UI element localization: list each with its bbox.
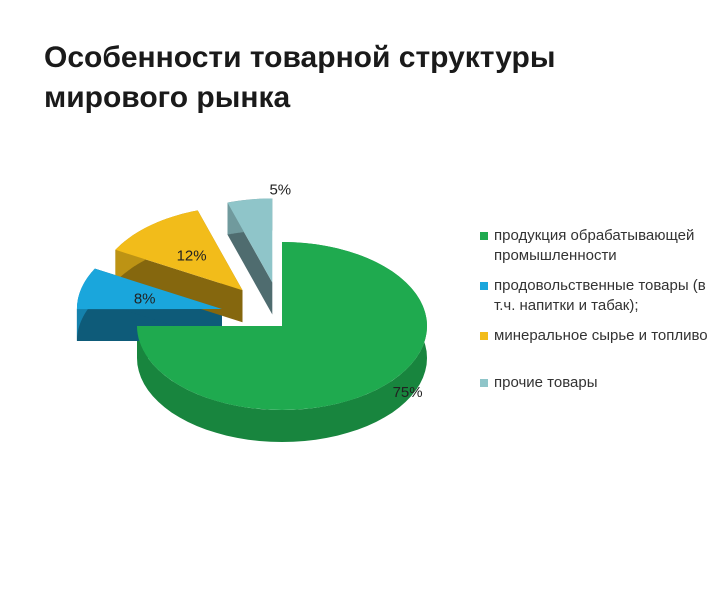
title-line-2: мирового рынка	[44, 81, 291, 114]
page-title: Особенности товарной структуры мирового …	[44, 38, 684, 118]
legend-item-food: продовольственные товары (в т.ч. напитки…	[480, 276, 720, 316]
title-line-1: Особенности товарной структуры	[44, 41, 556, 74]
legend-swatch-food	[480, 282, 488, 290]
legend-item-manufacturing: продукция обрабатывающей промышленности	[480, 226, 720, 266]
legend-label-food: продовольственные товары (в т.ч. напитки…	[494, 277, 706, 314]
legend-swatch-raw-materials	[480, 332, 488, 340]
legend-label-raw-materials: минеральное сырье и топливо	[494, 327, 708, 344]
pie-tops-group	[76, 198, 427, 410]
slice-label-other: 5%	[269, 182, 291, 199]
legend-label-other: прочие товары	[494, 374, 598, 391]
slice-raw-materials-wall-0	[115, 249, 243, 323]
legend-swatch-manufacturing	[480, 232, 488, 240]
legend-label-manufacturing: продукция обрабатывающей промышленности	[494, 227, 695, 264]
slice-raw-materials	[115, 210, 243, 291]
slice-label-manufacturing: 75%	[393, 384, 423, 401]
legend-item-raw-materials: минеральное сырье и топливо	[480, 326, 720, 346]
pie-labels-group: 75% 8% 12% 5%	[134, 182, 423, 401]
slice-other	[227, 198, 273, 283]
chart-legend: продукция обрабатывающей промышленности …	[480, 226, 720, 393]
legend-swatch-other	[480, 379, 488, 387]
slice-food	[76, 268, 222, 310]
slice-label-raw-materials: 12%	[177, 248, 207, 265]
slice-manufacturing	[137, 242, 427, 410]
legend-item-other: прочие товары	[480, 373, 720, 393]
slice-label-food: 8%	[134, 291, 156, 308]
